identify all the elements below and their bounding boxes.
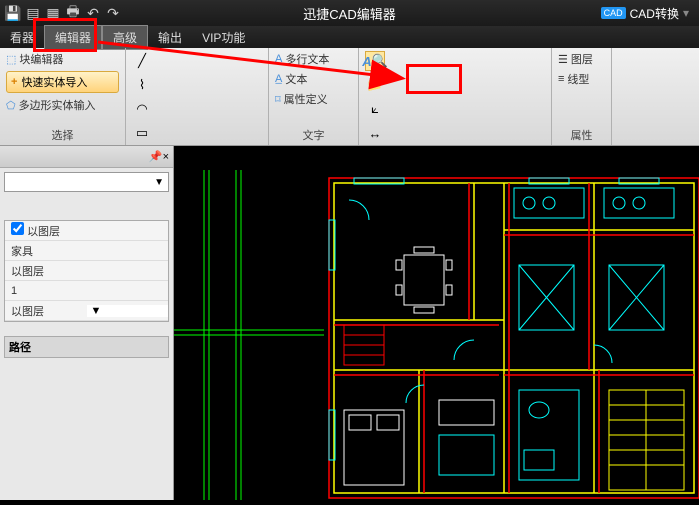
pin-icon[interactable]: 📌 [149,150,163,163]
text-button[interactable]: A̲文本 [275,71,352,87]
property-grid-2: 路径 [4,336,169,358]
property-grid: 以图层 家具 以图层 1 以图层▼ [4,220,169,322]
multiline-text-button[interactable]: A多行文本 [275,51,352,67]
extend-icon[interactable]: ↔ [365,123,385,143]
folder-icon[interactable]: 📁 [365,75,385,95]
menu-output[interactable]: 输出 [148,26,192,49]
prop-row[interactable]: 家具 [5,241,168,261]
grid-icon[interactable]: ▦ [44,4,62,22]
panel-header: 📌 × [0,146,173,168]
attrdef-button[interactable]: ⌑属性定义 [275,91,352,107]
undo-icon[interactable]: ↶ [84,4,102,22]
arc-icon[interactable]: ◠ [132,99,152,119]
prop-row[interactable]: 以图层 [5,221,168,241]
menu-bar: 看器 编辑器 高级 输出 VIP功能 [0,26,699,48]
trim-icon[interactable]: ⟀ [365,99,385,119]
ribbon-group-select: ⬚块编辑器 +快速实体导入 ⬠多边形实体输入 选择 [0,48,126,145]
polyline-icon[interactable]: ⌇ [132,75,152,95]
ribbon: ⬚块编辑器 +快速实体导入 ⬠多边形实体输入 选择 ╱ ⌇ ◠ ▭ ☁ ○ ◯ … [0,48,699,146]
menu-viewer[interactable]: 看器 [0,26,44,49]
open-icon[interactable]: ▤ [24,4,42,22]
quick-access-toolbar: 💾 ▤ ▦ 🖶 ↶ ↷ [0,4,122,22]
find-text-icon[interactable]: A🔍 [365,51,385,71]
ribbon-group-text: A多行文本 A̲文本 ⌑属性定义 文字 [269,48,359,145]
properties-panel: 📌 × ▼ 以图层 家具 以图层 1 以图层▼ 路径 [0,146,174,500]
group-label-text: 文字 [275,125,352,143]
menu-vip[interactable]: VIP功能 [192,26,255,49]
save-icon[interactable]: 💾 [4,4,22,22]
polygon-input-button[interactable]: ⬠多边形实体输入 [6,97,119,113]
title-bar: 💾 ▤ ▦ 🖶 ↶ ↷ 迅捷CAD编辑器 CAD CAD转换 ▾ [0,0,699,26]
dropdown-icon[interactable]: ▾ [683,6,689,20]
line-icon[interactable]: ╱ [132,51,152,71]
ribbon-group-props: ☰图层 ≡线型 属性 [552,48,612,145]
close-panel-icon[interactable]: × [163,151,169,163]
block-editor-button[interactable]: ⬚块编辑器 [6,51,119,67]
prop-row[interactable]: 以图层 [5,261,168,281]
ribbon-group-draw: ╱ ⌇ ◠ ▭ ☁ ○ ◯ ⬭ ∿ · ◫ ✎ ▦ 🖼 ⎘ 绘制 [126,48,269,145]
prop-row[interactable]: 以图层▼ [5,301,168,321]
print-icon[interactable]: 🖶 [64,4,82,22]
drawing-canvas[interactable] [174,170,699,500]
cad-convert-button[interactable]: CAD转换 [630,5,679,22]
group-label-select: 选择 [6,125,119,143]
mirror-icon[interactable]: ⟷ [365,147,385,167]
layers-button[interactable]: ☰图层 [558,51,605,67]
group-label-props: 属性 [558,125,605,143]
linetype-button[interactable]: ≡线型 [558,71,605,87]
prop-category: 路径 [5,337,168,357]
menu-editor[interactable]: 编辑器 [44,25,102,50]
panel-combo[interactable]: ▼ [4,172,169,192]
app-title: 迅捷CAD编辑器 [303,4,395,23]
menu-advanced[interactable]: 高级 [102,25,148,50]
ribbon-group-tools: A🔍 📁 ⟀ ↔ ⟷ ◫ ⊞ ⌫ ✥ ⎘ ↻ ⤢ ✶ ⫘ 工具 [359,48,552,145]
prop-checkbox[interactable] [11,222,24,235]
rect-icon[interactable]: ▭ [132,123,152,143]
redo-icon[interactable]: ↷ [104,4,122,22]
cad-badge: CAD [601,7,626,19]
quick-import-button[interactable]: +快速实体导入 [6,71,119,93]
prop-row[interactable]: 1 [5,281,168,301]
